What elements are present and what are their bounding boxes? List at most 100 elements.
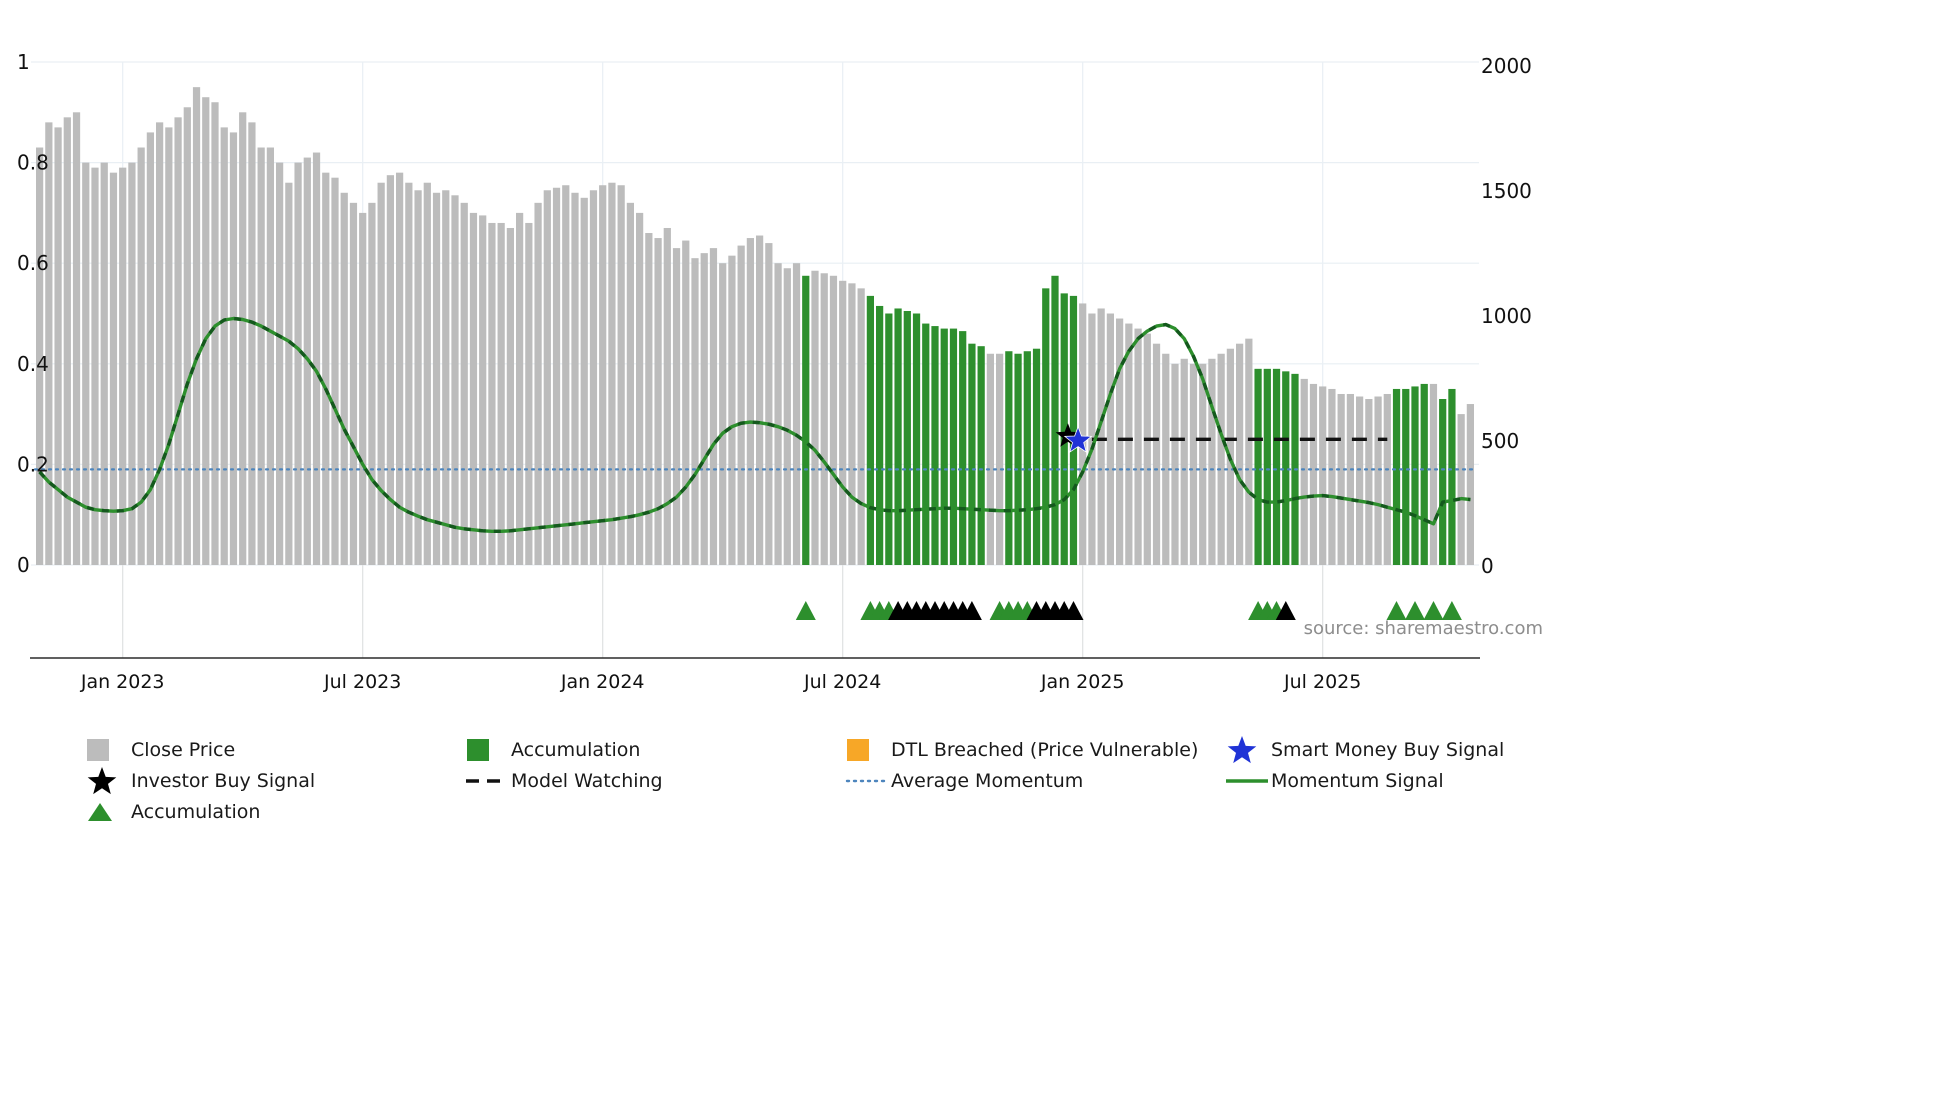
close-price-bar: [552, 187, 561, 565]
close-price-bar: [626, 202, 634, 565]
legend-label: Accumulation: [131, 800, 261, 823]
accumulation-bar: [1392, 388, 1401, 565]
close-price-bar: [1134, 328, 1142, 565]
close-price-bar: [571, 192, 579, 565]
accumulation-bar: [1042, 288, 1050, 565]
close-price-bar: [829, 275, 838, 565]
close-price-bar: [1208, 358, 1216, 565]
close-price-bar: [276, 162, 284, 565]
accumulation-bar: [922, 323, 930, 565]
accumulation-bar: [1272, 368, 1281, 565]
close-price-bar: [82, 162, 90, 565]
legend-label: Investor Buy Signal: [131, 769, 316, 792]
close-price-bar: [377, 182, 385, 565]
close-price-bar: [146, 132, 154, 566]
accumulation-bar: [1448, 388, 1456, 565]
close-price-bar: [266, 147, 274, 565]
x-axis-tick-label: Jan 2023: [80, 671, 165, 693]
close-price-bar: [1189, 363, 1198, 565]
x-axis-tick-label: Jan 2024: [560, 671, 645, 693]
close-price-bar: [220, 127, 228, 565]
accumulation-bar: [876, 305, 884, 565]
accumulation-triangle-marker: [1386, 601, 1407, 620]
close-price-bar: [1319, 386, 1327, 565]
close-price-bar: [1300, 378, 1308, 565]
smart-money-buy-star-marker: [1063, 425, 1093, 454]
legend-column: Smart Money Buy Signal Momentum Signal: [1225, 734, 1605, 827]
left-axis-tick-label: 0.8: [17, 151, 49, 175]
accumulation-bar: [977, 346, 985, 565]
close-price-bar: [700, 253, 708, 565]
legend-label: Momentum Signal: [1271, 769, 1444, 792]
close-price-bar: [211, 102, 219, 566]
close-price-bar: [562, 185, 570, 566]
close-price-bar: [1180, 358, 1188, 565]
accumulation-triangle-marker: [1405, 601, 1425, 620]
close-price-bar: [460, 202, 468, 565]
accumulation-bar: [1069, 295, 1078, 565]
accumulation-bar: [1282, 371, 1290, 565]
x-axis-tick-label: Jul 2023: [323, 671, 401, 693]
close-price-bar: [580, 197, 588, 565]
close-price-bar: [792, 263, 801, 565]
right-axis-tick-label: 0: [1481, 554, 1494, 578]
close-price-bar: [248, 122, 256, 566]
accumulation-bar: [1439, 399, 1447, 565]
legend-column: Accumulation Model Watching: [465, 734, 845, 827]
legend-label: Smart Money Buy Signal: [1271, 738, 1505, 761]
close-price-bar: [109, 172, 118, 565]
close-price-bar: [1429, 383, 1438, 565]
close-price-bar: [239, 112, 247, 566]
close-price-bar: [72, 112, 81, 566]
close-price-bar: [91, 167, 99, 565]
close-price-bar: [174, 117, 182, 565]
right-axis-tick-label: 2000: [1481, 54, 1532, 78]
close-price-bar: [820, 273, 828, 565]
close-price-bar: [737, 245, 745, 565]
legend-item: Accumulation: [85, 796, 465, 827]
legend-item: Close Price: [85, 734, 465, 765]
accumulation-bar: [885, 313, 893, 565]
close-price-bar: [396, 172, 404, 565]
legend-item: Momentum Signal: [1225, 765, 1605, 796]
close-price-bar: [405, 182, 413, 565]
star-legend-marker-icon: [85, 765, 131, 797]
accumulation-bar: [866, 295, 874, 565]
square-legend-marker-icon: [845, 737, 891, 763]
close-price-bar: [1356, 396, 1364, 565]
left-axis-tick-label: 0.6: [17, 251, 49, 275]
x-axis-tick-label: Jan 2025: [1040, 671, 1125, 693]
close-price-bar: [682, 240, 690, 565]
legend-label: DTL Breached (Price Vulnerable): [891, 738, 1199, 761]
close-price-bar: [1245, 338, 1253, 565]
close-price-bar: [543, 190, 551, 565]
close-price-bar: [525, 222, 533, 565]
close-price-bar: [359, 212, 367, 565]
source-note: source: sharemaestro.com: [1304, 618, 1543, 639]
close-price-bar: [654, 238, 662, 566]
close-price-bar: [1309, 383, 1318, 565]
close-price-bar: [728, 255, 736, 565]
left-axis-tick-label: 0: [17, 553, 30, 577]
close-price-bar: [589, 190, 598, 565]
close-price-bar: [1346, 393, 1354, 565]
solid-line-legend-marker-icon: [1225, 775, 1271, 787]
accumulation-bar: [1032, 348, 1041, 565]
close-price-bar: [1199, 363, 1207, 565]
left-axis-tick-label: 0.2: [17, 452, 49, 476]
legend-label: Accumulation: [511, 738, 641, 761]
close-price-bar: [340, 192, 348, 565]
close-price-bar: [672, 248, 681, 566]
close-price-bar: [322, 172, 330, 565]
legend-item: Accumulation: [465, 734, 845, 765]
close-price-bar: [617, 185, 625, 566]
accumulation-bar: [1051, 275, 1059, 565]
close-price-bar: [1143, 333, 1151, 565]
legend-item: Investor Buy Signal: [85, 765, 465, 796]
accumulation-triangle-marker: [1423, 601, 1444, 620]
legend-item: Smart Money Buy Signal: [1225, 734, 1605, 765]
close-price-bar: [45, 122, 53, 566]
close-price-bar: [469, 212, 478, 565]
right-axis-tick-label: 1500: [1481, 179, 1532, 203]
